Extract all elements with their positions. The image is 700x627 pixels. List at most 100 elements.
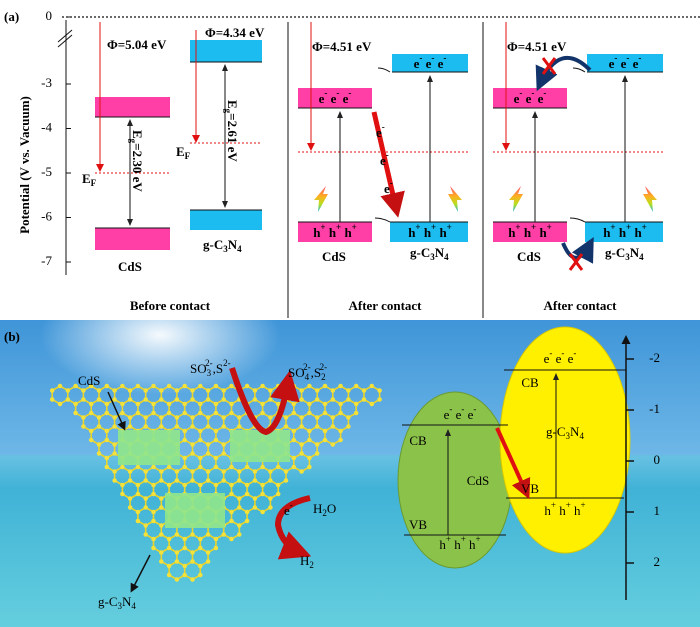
label: -2 [649, 350, 660, 365]
label: H2O [313, 501, 336, 518]
text-part: e [339, 91, 348, 106]
text-part: 3 [430, 252, 435, 262]
label: CdS [467, 473, 489, 488]
label: e- [284, 500, 293, 518]
label: e- e- e- [444, 404, 477, 422]
block-mark [541, 57, 557, 75]
text-part: - [449, 404, 452, 414]
text-part: e [514, 91, 520, 106]
text-part: e [544, 351, 550, 366]
text-part: - [519, 88, 522, 98]
text-part: h [326, 225, 337, 240]
text-part: g [128, 139, 138, 144]
text-part: + [551, 500, 556, 510]
label: h+ h+ h+ [508, 222, 552, 240]
cds-particle [165, 493, 225, 528]
text-part: - [431, 53, 434, 63]
text-part: + [610, 222, 615, 232]
text-part: h [408, 225, 416, 240]
text-part: + [581, 500, 586, 510]
text-part: O [327, 501, 336, 516]
gcn-ellipse [499, 326, 631, 554]
text-part: N [122, 594, 132, 609]
label: Potential (V vs. Vacuum) [17, 96, 32, 234]
light-icon [314, 186, 328, 212]
label: CB [409, 433, 427, 448]
label: Φ=4.34 eV [205, 25, 265, 40]
label: h+ h+ h+ [313, 222, 357, 240]
text-part: 4 [237, 244, 242, 254]
text-part: - [324, 88, 327, 98]
reaction-arrow [274, 495, 312, 560]
label: (b) [4, 329, 20, 344]
text-part: h [603, 225, 611, 240]
block-mark [568, 253, 584, 271]
text-part: - [336, 88, 339, 98]
gcn-cb [587, 54, 663, 72]
label: Before contact [130, 298, 211, 313]
text-part: N [570, 424, 580, 439]
text-part: + [515, 222, 520, 232]
text-part: N [228, 237, 238, 252]
text-part: h [616, 225, 627, 240]
text-part: h [436, 225, 447, 240]
text-part: e [376, 125, 382, 140]
label: 1 [654, 503, 661, 518]
gcn-vb [585, 222, 663, 242]
cds-cb [95, 97, 170, 117]
label: g-C3N4 [410, 245, 449, 262]
text-part: - [386, 150, 389, 160]
label: g-C3N4 [98, 594, 136, 611]
text-part: e [444, 407, 450, 422]
text-part: h [439, 537, 446, 552]
text-part: 3 [223, 244, 228, 254]
text-part: - [382, 122, 385, 132]
label: SO42-,S22- [288, 362, 327, 382]
text-part: 4 [444, 252, 449, 262]
text-part: h [341, 225, 352, 240]
label: -4 [41, 119, 52, 134]
text-part: h [571, 503, 581, 518]
light-icon [643, 186, 657, 212]
text-part: - [638, 53, 641, 63]
label: Eg=2.30 eV [128, 130, 145, 192]
text-part: ,S [213, 361, 223, 376]
label: Φ=4.51 eV [507, 39, 567, 54]
text-part: H [313, 501, 322, 516]
label: h+ h+ h+ [408, 222, 452, 240]
text-part: 4 [639, 252, 644, 262]
label: e- e- e- [609, 53, 642, 71]
label: Eg=2.61 eV [223, 100, 240, 162]
text-part: 4 [305, 372, 310, 382]
text-part: e [380, 153, 386, 168]
text-part: E [82, 171, 91, 186]
sun-glare [40, 275, 280, 395]
text-part: h [508, 225, 516, 240]
label: VB [409, 517, 427, 532]
text-part: e [629, 56, 638, 71]
text-part: e [434, 56, 443, 71]
text-part: 2 [309, 560, 314, 570]
text-part: h [536, 225, 547, 240]
label: CdS [517, 249, 541, 264]
cds-vb [493, 222, 567, 242]
text-part: - [348, 88, 351, 98]
text-part: + [642, 222, 647, 232]
cds-vb [298, 222, 372, 242]
label: e- e- e- [514, 88, 547, 106]
text-part: h [466, 537, 476, 552]
pointer [107, 391, 126, 431]
label: e- e- e- [414, 53, 447, 71]
label: 0 [46, 8, 53, 23]
label: 2 [654, 554, 661, 569]
label: CdS [322, 249, 346, 264]
reaction-arrow [229, 367, 300, 436]
label: e- [380, 150, 389, 168]
text-part: - [543, 88, 546, 98]
label: H2 [300, 553, 314, 570]
text-part: - [549, 348, 552, 358]
label: e- e- e- [544, 348, 577, 366]
text-part: e [617, 56, 626, 71]
cds-vb [95, 228, 170, 250]
text-part: - [390, 178, 393, 188]
